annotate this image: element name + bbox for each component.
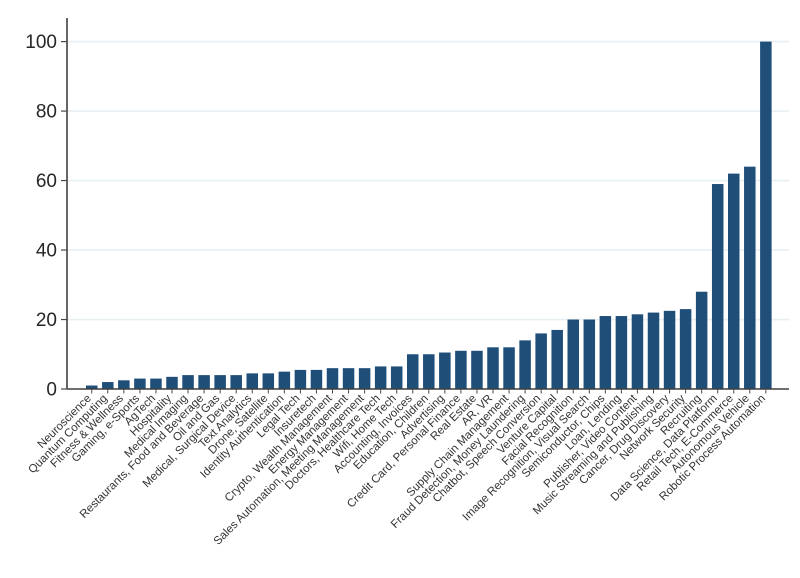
bar: [679, 309, 692, 389]
bar: [487, 347, 499, 389]
bar: [663, 310, 676, 389]
y-tick-label: 20: [36, 310, 57, 331]
bar: [342, 368, 355, 389]
bar: [631, 314, 644, 389]
y-axis-ticks: 0 20 40 60 80 100: [25, 32, 67, 401]
bar: [567, 319, 579, 389]
bar: [374, 366, 387, 389]
bar: [390, 366, 403, 389]
bar: [423, 354, 435, 389]
y-tick-label: 40: [36, 241, 57, 262]
bar: [439, 352, 451, 389]
bar: [695, 291, 708, 389]
bar: [583, 319, 596, 389]
bar: [134, 378, 146, 389]
bar: [182, 375, 194, 389]
bar: [455, 350, 467, 389]
bar: [166, 376, 178, 389]
bar: [503, 347, 515, 389]
bar: [214, 375, 226, 389]
bar: [599, 316, 612, 389]
bar: [551, 329, 563, 389]
bar: [278, 371, 291, 389]
y-tick-label: 60: [36, 171, 57, 192]
bar: [294, 369, 307, 389]
bar: [118, 380, 130, 389]
bar: [615, 316, 628, 389]
y-tick-label: 80: [36, 102, 57, 123]
bar: [102, 382, 114, 389]
bar: [198, 375, 210, 389]
bar: [711, 184, 724, 389]
bar: [230, 375, 242, 389]
gridlines: [67, 40, 789, 321]
bar: [246, 373, 258, 389]
y-tick-label: 0: [46, 380, 57, 401]
bar: [744, 166, 756, 389]
bar: [535, 333, 547, 389]
bar: [647, 312, 660, 389]
bar: [407, 354, 419, 389]
bar: [358, 368, 371, 389]
y-tick-label: 100: [25, 32, 57, 53]
bar: [760, 41, 772, 389]
bar: [262, 373, 275, 389]
bar: [471, 350, 483, 389]
bar: [150, 378, 162, 389]
bar: [728, 173, 740, 389]
bar: [326, 368, 339, 389]
bar: [86, 385, 98, 389]
bar-series: [86, 41, 772, 389]
bar: [310, 369, 323, 389]
bar: [519, 340, 531, 389]
